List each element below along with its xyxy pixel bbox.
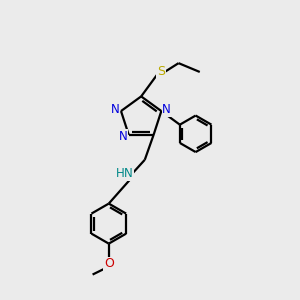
Text: N: N — [119, 130, 128, 143]
Text: N: N — [162, 103, 171, 116]
Text: N: N — [124, 167, 133, 180]
Text: H: H — [116, 167, 125, 180]
Text: O: O — [104, 257, 114, 270]
Text: N: N — [111, 103, 119, 116]
Text: S: S — [157, 65, 165, 79]
